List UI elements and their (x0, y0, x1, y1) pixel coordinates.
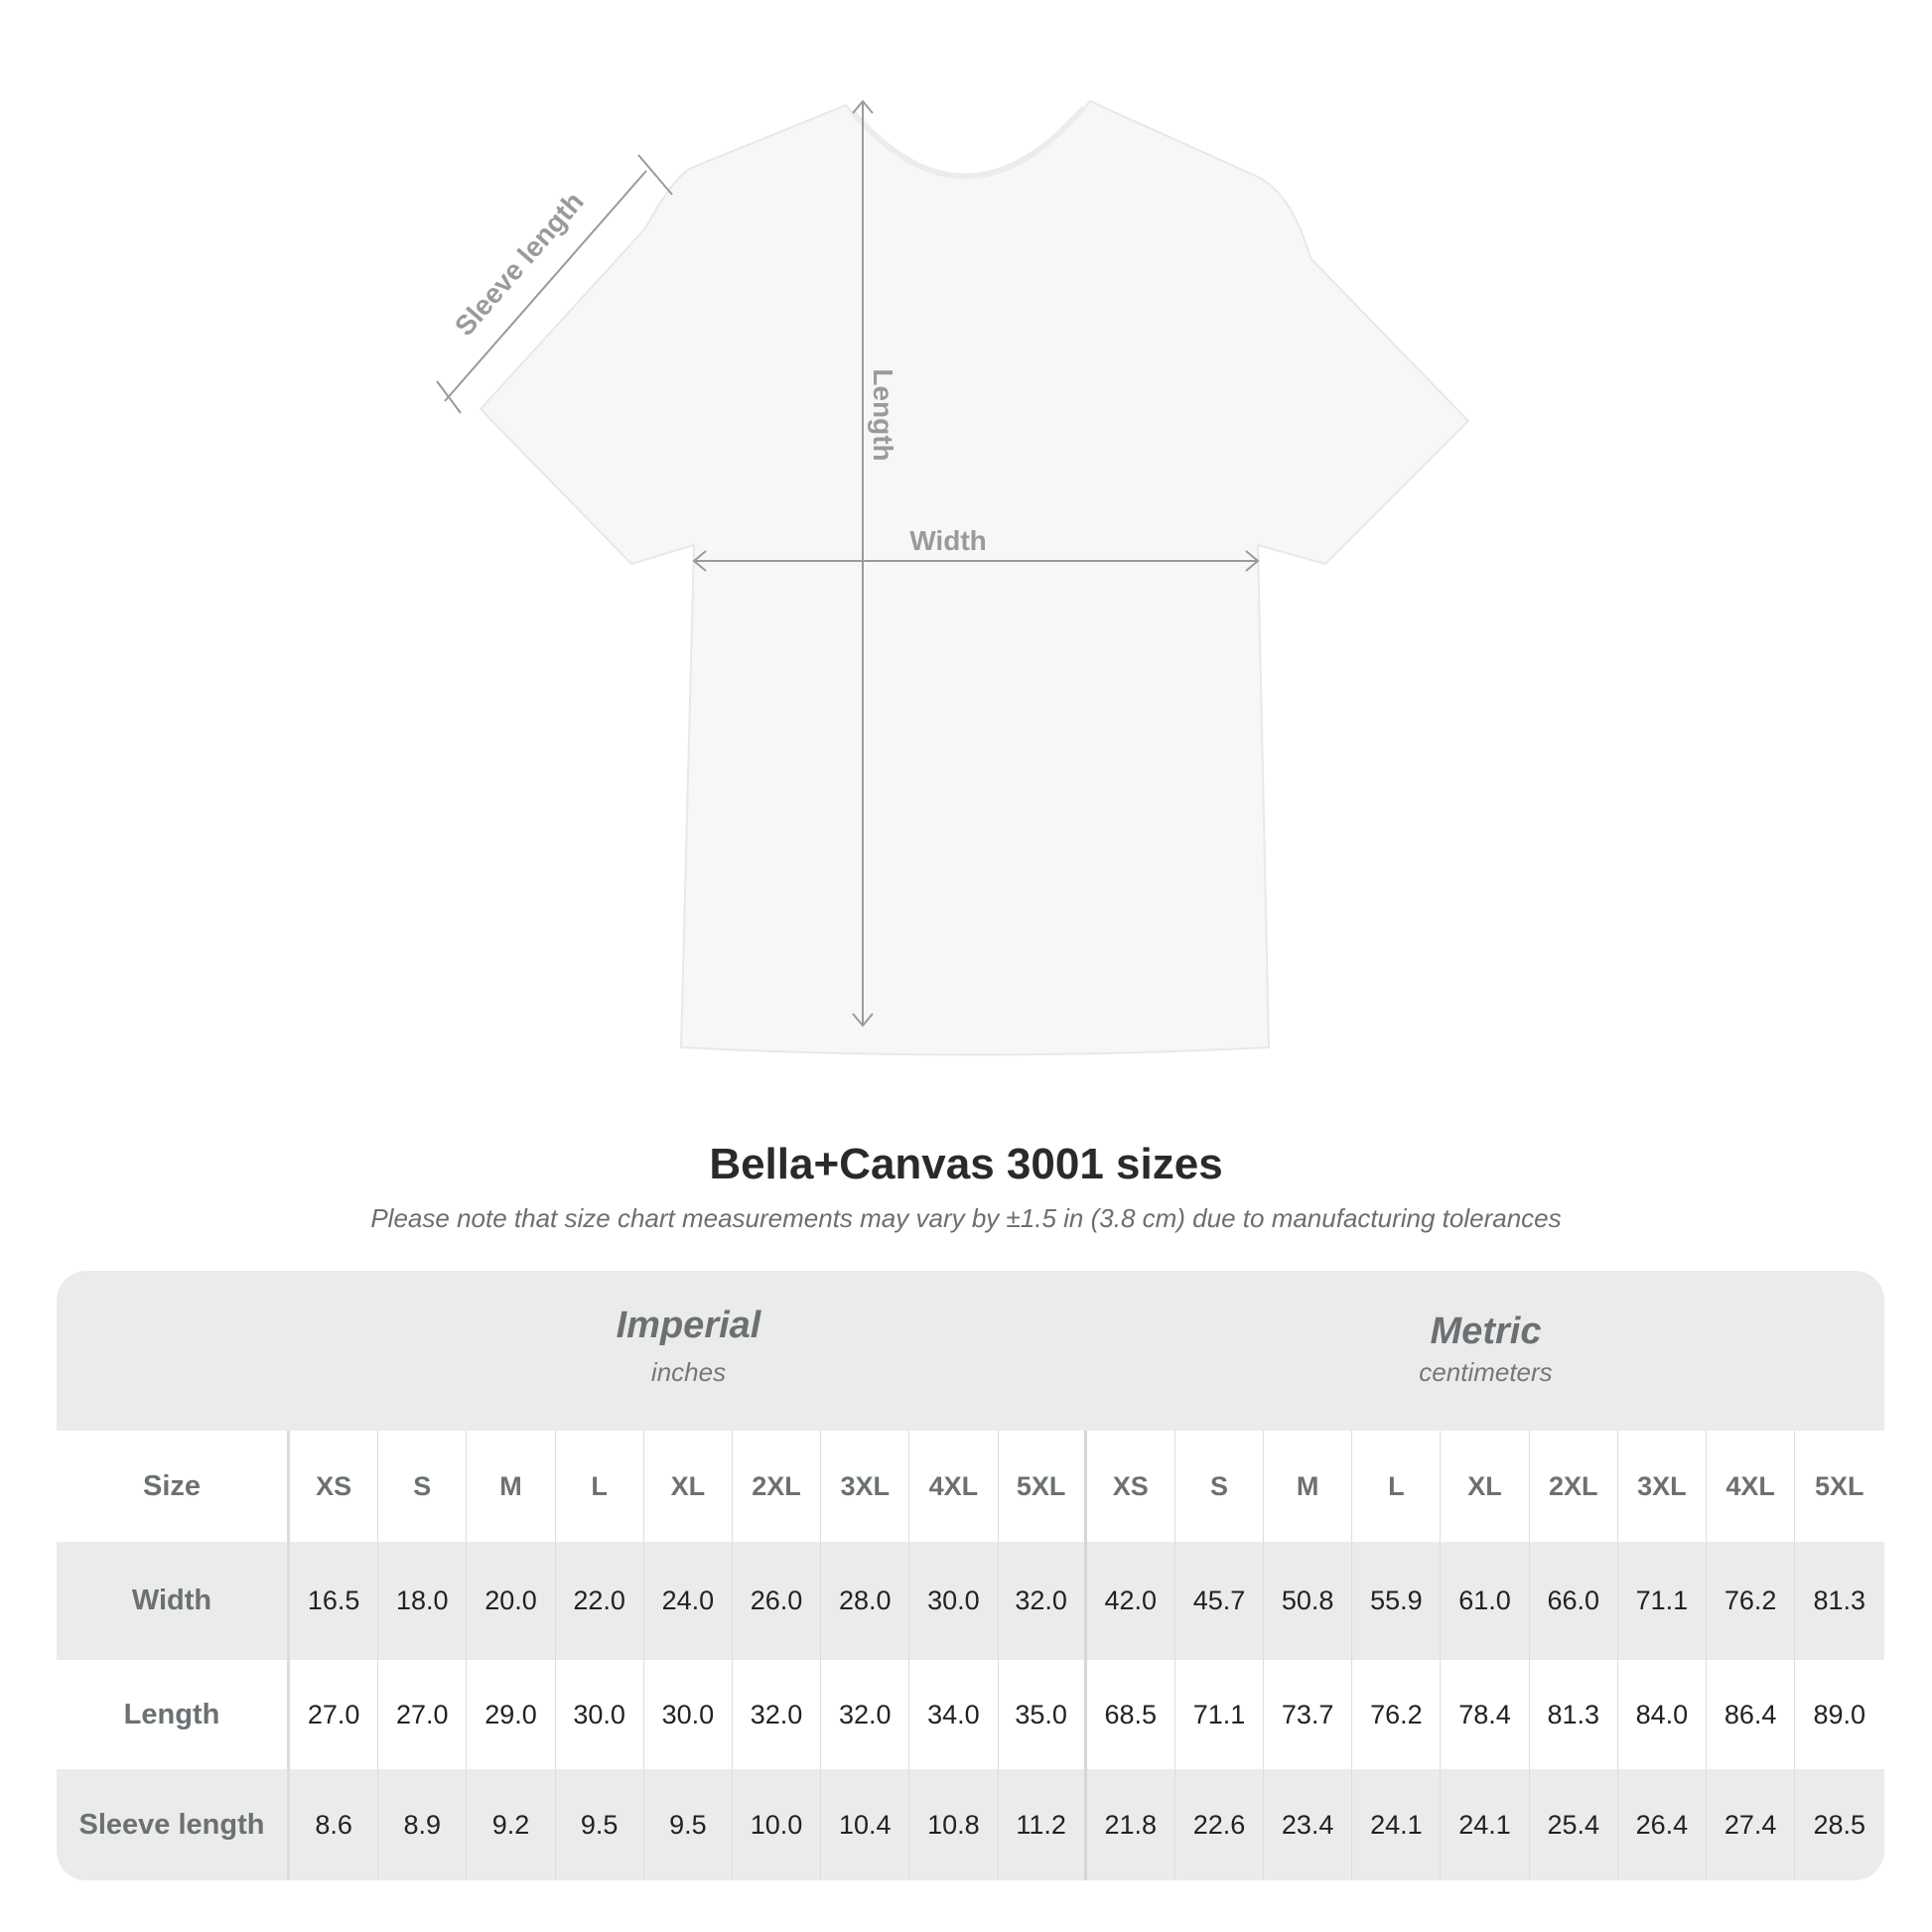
page-title: Bella+Canvas 3001 sizes (709, 1140, 1223, 1188)
table-cell: 10.8 (909, 1769, 999, 1880)
size-header-cell: XL (1441, 1431, 1530, 1542)
size-header-cell: M (1264, 1431, 1353, 1542)
table-row: Length 27.0 27.0 29.0 30.0 30.0 32.0 32.0 34.0 35… (57, 1660, 1884, 1769)
table-cell: 24.1 (1352, 1769, 1442, 1880)
table-cell: 29.0 (467, 1660, 556, 1769)
table-cell: 9.5 (644, 1769, 733, 1880)
tshirt-diagram: Length Width Sleeve length (436, 99, 1470, 1056)
table-cell: 30.0 (556, 1660, 644, 1769)
table-cell: 18.0 (378, 1542, 468, 1660)
metric-header: Metric centimeters (1087, 1271, 1884, 1431)
table-cell: 10.4 (821, 1769, 910, 1880)
row-label: Length (57, 1660, 290, 1769)
table-cell: 28.5 (1813, 1809, 1866, 1840)
table-cell: 73.7 (1264, 1660, 1353, 1769)
size-header-cell: L (1352, 1431, 1442, 1542)
size-header-cell: 2XL (733, 1431, 822, 1542)
table-cell: 24.0 (644, 1542, 733, 1660)
table-cell: 86.4 (1707, 1660, 1796, 1769)
size-header-cell: 2XL (1530, 1431, 1618, 1542)
row-band (57, 1542, 1884, 1660)
table-cell: 8.6 (290, 1769, 379, 1880)
table-cell: 76.2 (1352, 1660, 1442, 1769)
row-band (57, 1769, 1884, 1880)
table-cell: 76.2 (1707, 1542, 1796, 1660)
size-header-cell: XS (1087, 1431, 1175, 1542)
size-header-cell: 3XL (821, 1431, 910, 1542)
table-cell: 9.2 (467, 1769, 556, 1880)
size-header-cell: 5XL (999, 1431, 1087, 1542)
table-cell: 9.5 (556, 1769, 644, 1880)
size-header-cell: 4XL (1707, 1431, 1796, 1542)
imperial-header: Imperial inches (290, 1271, 1087, 1431)
table-cell: 71.1 (1618, 1542, 1707, 1660)
table-cell: 16.5 (290, 1542, 379, 1660)
table-cell: 66.0 (1530, 1542, 1618, 1660)
metric-unit: centimeters (1419, 1357, 1553, 1387)
table-cell: 11.2 (999, 1769, 1087, 1880)
table-cell: 32.0 (821, 1660, 910, 1769)
table-cell: 30.0 (909, 1542, 999, 1660)
table-cell: 42.0 (1087, 1542, 1175, 1660)
table-row: Width 16.5 18.0 20.0 22.0 24.0 26.0 28.0 30.0 32.… (57, 1542, 1884, 1660)
table-cell: 25.4 (1530, 1769, 1618, 1880)
table-cell: 26.0 (733, 1542, 822, 1660)
imperial-title: Imperial (616, 1305, 761, 1346)
table-cell: 34.0 (909, 1660, 999, 1769)
table-cell: 61.0 (1441, 1542, 1530, 1660)
size-header-cell: L (556, 1431, 644, 1542)
size-header-cell: 4XL (909, 1431, 999, 1542)
table-cell: 32.0 (733, 1660, 822, 1769)
size-header-cell: S (1175, 1431, 1265, 1542)
width-label: Width (909, 525, 987, 556)
table-cell: 78.4 (1441, 1660, 1530, 1769)
table-cell: 20.0 (467, 1542, 556, 1660)
size-header-cell: XS (290, 1431, 379, 1542)
table-cell: 27.4 (1707, 1769, 1796, 1880)
table-cell: 45.7 (1175, 1542, 1265, 1660)
size-header-row: Size XS S M L XL 2XL 3XL 4XL 5XL XS S M L XL 2XL 3XL 4XL 5… (57, 1431, 1884, 1542)
table-cell: 68.5 (1087, 1660, 1175, 1769)
size-header-cell: M (467, 1431, 556, 1542)
table-cell: 32.0 (999, 1542, 1087, 1660)
row-label: Size (57, 1431, 290, 1542)
table-cell: 22.6 (1175, 1769, 1265, 1880)
imperial-unit: inches (650, 1357, 727, 1387)
table-cell: 35.0 (999, 1660, 1087, 1769)
tolerance-note: Please note that size chart measurements… (370, 1203, 1562, 1233)
metric-title: Metric (1430, 1311, 1542, 1352)
header-band (57, 1271, 1884, 1431)
table-cell: 50.8 (1264, 1542, 1353, 1660)
table-cell: 27.0 (290, 1660, 379, 1769)
size-header-cell: 5XL (1815, 1470, 1864, 1501)
table-cell: 71.1 (1175, 1660, 1265, 1769)
table-cell: 21.8 (1087, 1769, 1175, 1880)
table-cell: 23.4 (1264, 1769, 1353, 1880)
row-label: Width (57, 1542, 290, 1660)
table-cell: 27.0 (378, 1660, 468, 1769)
tshirt-shape (479, 99, 1470, 1056)
table-cell: 84.0 (1618, 1660, 1707, 1769)
collar (849, 105, 1087, 180)
table-cell: 89.0 (1813, 1699, 1866, 1729)
row-label: Sleeve length (57, 1769, 290, 1880)
table-cell: 8.9 (378, 1769, 468, 1880)
size-header-cell: 3XL (1618, 1431, 1707, 1542)
size-table: Imperial inches Metric centimeters Size X… (57, 1271, 1884, 1880)
table-cell: 81.3 (1813, 1586, 1866, 1615)
length-label: Length (868, 368, 898, 461)
table-cell: 30.0 (644, 1660, 733, 1769)
table-cell: 55.9 (1352, 1542, 1442, 1660)
size-header-cell: XL (644, 1431, 733, 1542)
table-row: Sleeve length 8.6 8.9 9.2 9.5 9.5 10.0 10.4 10.8… (57, 1769, 1884, 1880)
table-cell: 81.3 (1530, 1660, 1618, 1769)
table-cell: 24.1 (1441, 1769, 1530, 1880)
table-cell: 28.0 (821, 1542, 910, 1660)
table-cell: 10.0 (733, 1769, 822, 1880)
table-cell: 22.0 (556, 1542, 644, 1660)
table-cell: 26.4 (1618, 1769, 1707, 1880)
measure-lines (436, 99, 1260, 1028)
size-header-cell: S (378, 1431, 468, 1542)
